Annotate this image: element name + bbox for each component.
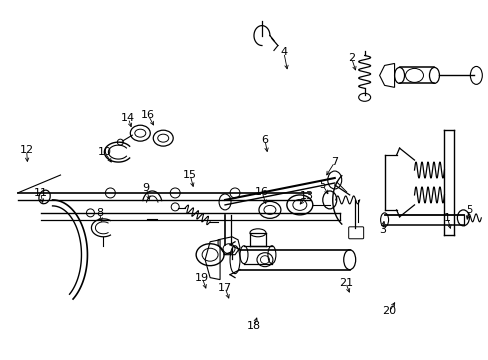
Text: 3: 3 <box>378 225 386 235</box>
Text: 16: 16 <box>141 110 155 120</box>
Text: 9: 9 <box>142 183 149 193</box>
Text: 20: 20 <box>382 306 396 316</box>
Text: 5: 5 <box>465 205 471 215</box>
Text: 10: 10 <box>97 147 111 157</box>
Text: 17: 17 <box>218 283 232 293</box>
Text: 6: 6 <box>261 135 268 145</box>
Text: 13: 13 <box>299 191 313 201</box>
Text: 18: 18 <box>246 321 261 332</box>
Text: 12: 12 <box>20 145 34 155</box>
Text: 19: 19 <box>195 273 209 283</box>
Text: 15: 15 <box>183 170 197 180</box>
Text: 14: 14 <box>121 113 135 123</box>
Text: 1: 1 <box>443 213 450 223</box>
Text: 4: 4 <box>280 48 287 58</box>
Text: 8: 8 <box>96 208 103 218</box>
Text: 2: 2 <box>347 54 354 63</box>
Text: 11: 11 <box>34 188 47 198</box>
Text: 7: 7 <box>330 157 338 167</box>
Text: 16: 16 <box>254 187 268 197</box>
Text: 5: 5 <box>319 180 325 190</box>
Text: 21: 21 <box>338 278 352 288</box>
